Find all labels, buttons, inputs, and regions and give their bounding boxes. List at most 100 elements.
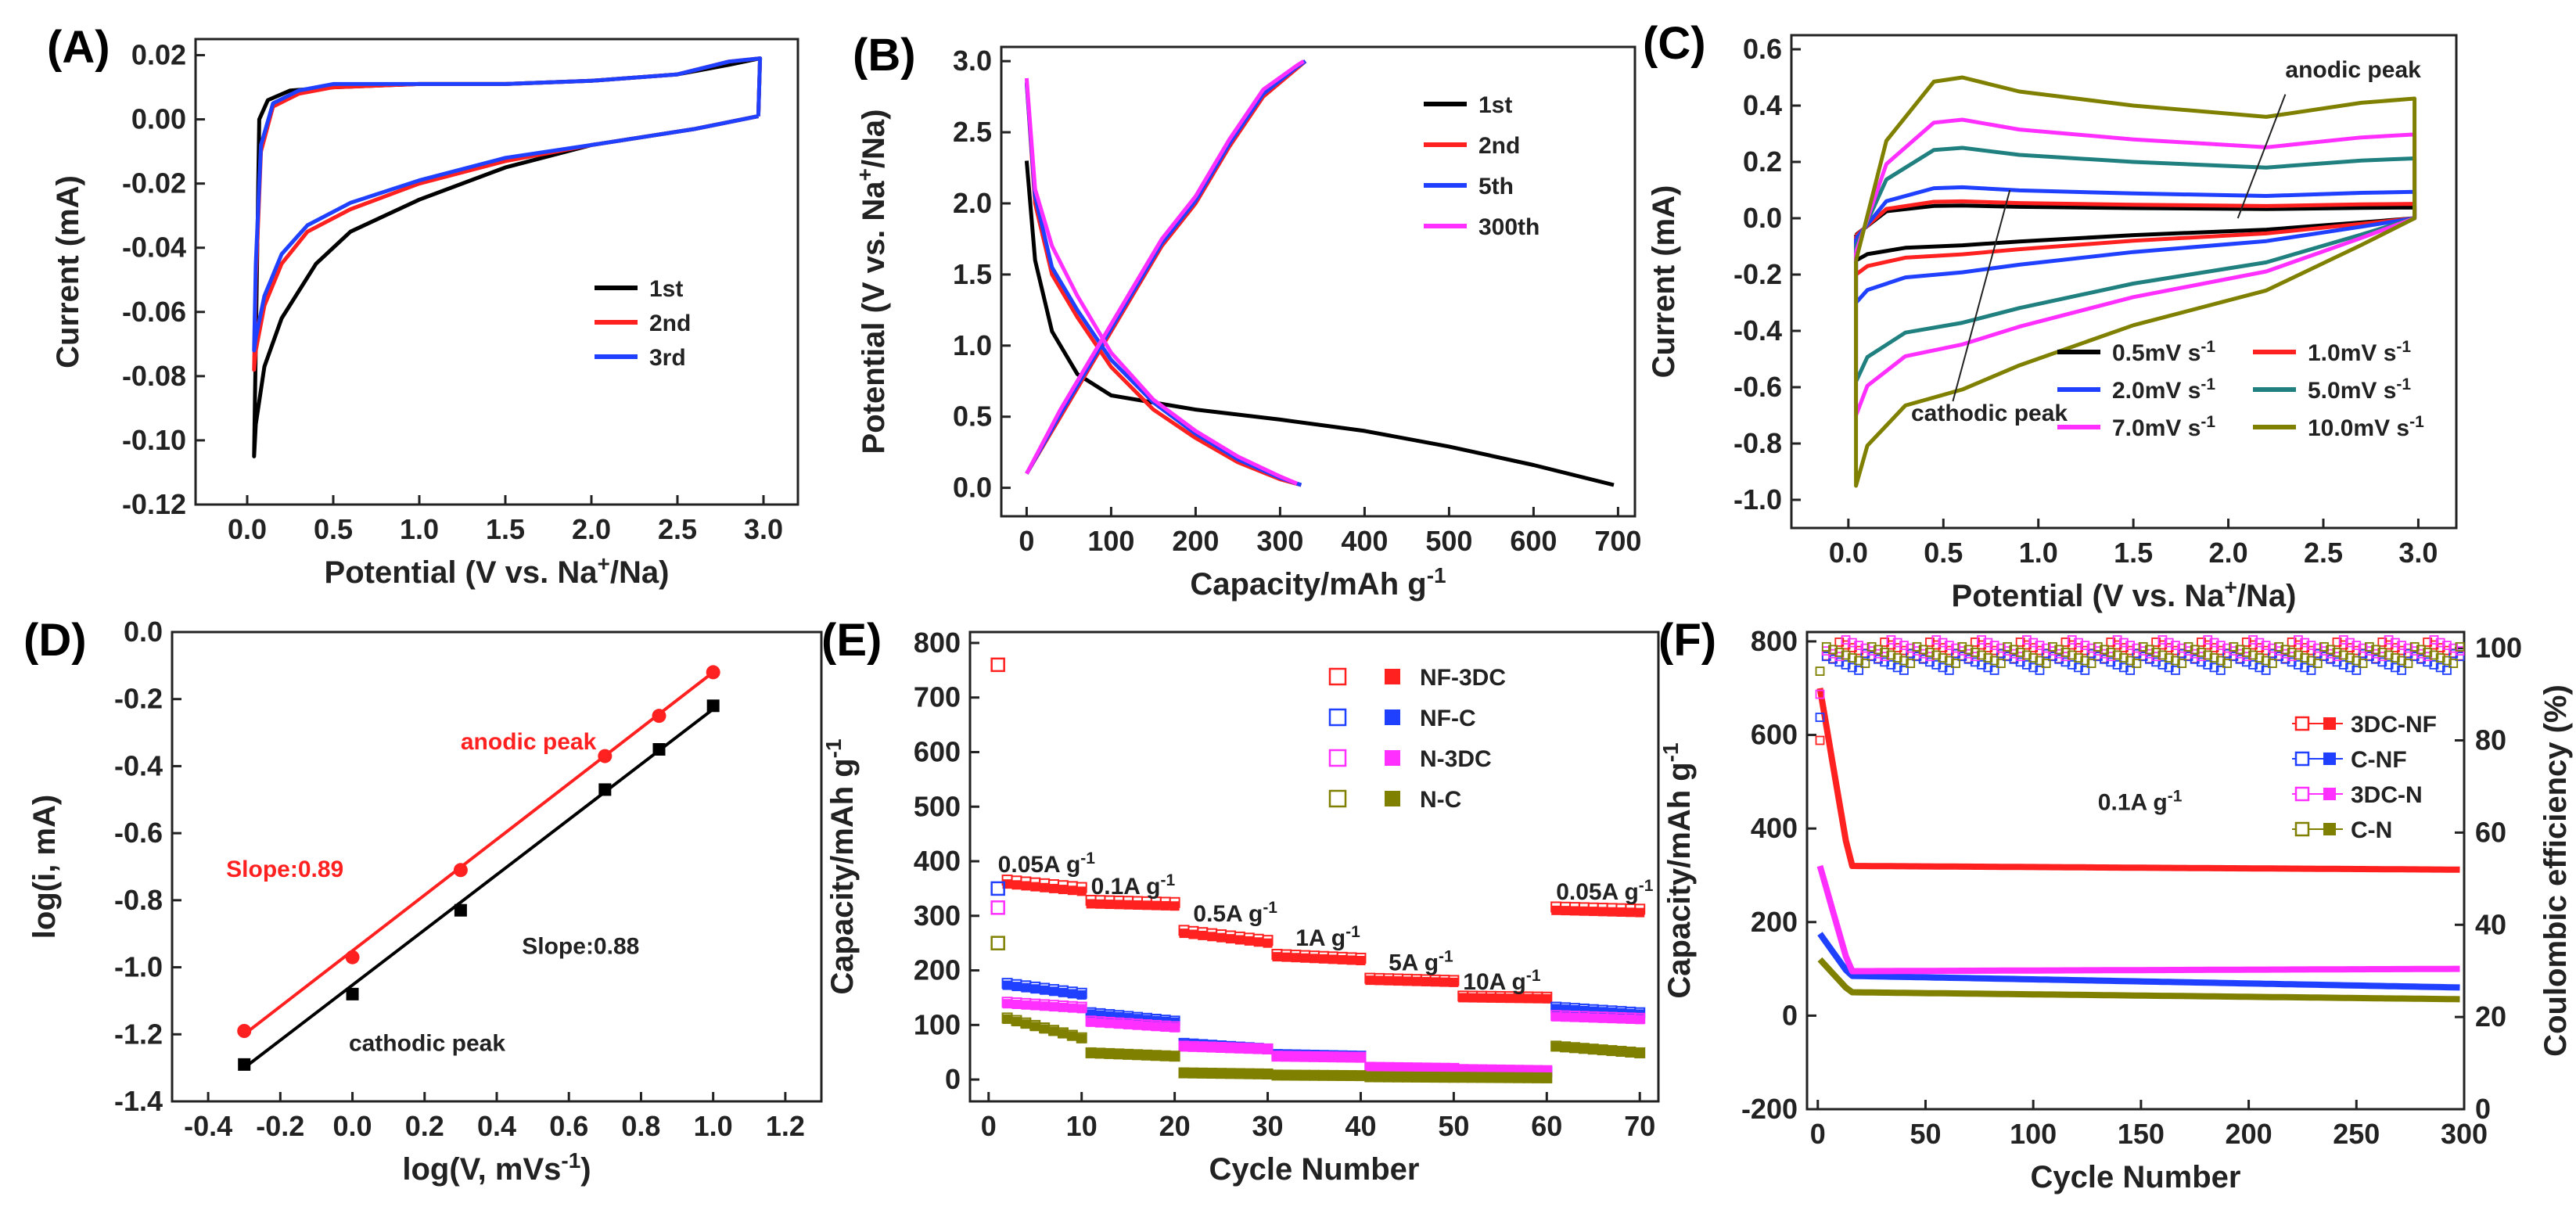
- data-point-anodic-peak: [706, 665, 720, 680]
- point-N-C: [1439, 1072, 1450, 1083]
- point-N-C: [1253, 1069, 1263, 1079]
- efficiency-point-C-NF: [1860, 648, 1870, 659]
- x-tick-label: 0.4: [477, 1110, 516, 1142]
- legend-5.0mV-s-1-label: 5.0mV s-1: [2308, 375, 2411, 404]
- slope-anodic-label: Slope:0.89: [226, 857, 343, 882]
- efficiency-point-3DC-N: [2074, 638, 2083, 648]
- y-axis-title: Current (mA): [1647, 185, 1681, 379]
- point-N-C: [1011, 1017, 1022, 1027]
- efficiency-point-C-N: [1873, 645, 1883, 655]
- x-tick-label: 70: [1624, 1110, 1655, 1142]
- efficiency-point-3DC-N: [2254, 638, 2265, 648]
- plot-frame: [968, 630, 1660, 1103]
- efficiency-point-C-NF: [2338, 659, 2348, 670]
- point-N-C: [1169, 1051, 1180, 1062]
- y2-tick-label: 20: [2475, 1000, 2506, 1033]
- efficiency-point-3DC-NF: [2423, 638, 2433, 647]
- efficiency-point-3DC-N: [2345, 638, 2355, 648]
- efficiency-point-3DC-N: [2171, 641, 2180, 650]
- efficiency-point-3DC-N: [2300, 638, 2310, 648]
- point-N-C: [1495, 1072, 1505, 1083]
- efficiency-point-3DC-N: [2429, 635, 2439, 645]
- legend-NF-C-open-marker: [1328, 708, 1347, 727]
- x-tick-label: -0.4: [184, 1110, 232, 1142]
- x-tick-label: 400: [1341, 525, 1388, 557]
- point-NF-3DC: [1588, 907, 1598, 917]
- y-tick-label: 800: [1751, 625, 1798, 657]
- efficiency-point-C-NF: [2100, 654, 2109, 664]
- efficiency-point-3DC-NF: [1886, 640, 1896, 650]
- point-N-C: [1532, 1072, 1543, 1083]
- efficiency-point-C-NF: [2403, 648, 2413, 659]
- x-tick-label: -0.2: [256, 1110, 304, 1142]
- point-NF-3DC: [1607, 907, 1617, 917]
- efficiency-point-3DC-N: [1989, 641, 1999, 650]
- efficiency-point-3DC-N: [1944, 641, 1954, 650]
- point-N-C: [1597, 1045, 1608, 1055]
- legend-N-C-open-marker: [1328, 789, 1347, 808]
- plot-frame: [1790, 34, 2458, 530]
- efficiency-point-C-N: [2442, 656, 2452, 666]
- point-NF-3DC: [1169, 896, 1180, 908]
- point-NF-3DC: [1030, 882, 1040, 892]
- efficiency-point-3DC-NF: [2112, 640, 2122, 650]
- efficiency-point-C-N: [2112, 650, 2122, 660]
- point-N-3DC: [1234, 1043, 1245, 1054]
- legend-7.0mV-s-1-label: 7.0mV s-1: [2112, 413, 2215, 442]
- point-NF-C: [1114, 1011, 1124, 1022]
- x-tick-label: 500: [1425, 525, 1472, 557]
- y-tick-label: 800: [914, 627, 961, 659]
- efficiency-point-3DC-N: [2403, 643, 2413, 653]
- point-N-3DC: [1281, 1051, 1292, 1061]
- efficiency-point-3DC-NF: [2338, 640, 2348, 650]
- point-N-3DC: [1076, 1004, 1087, 1014]
- panel-label: (E): [821, 615, 882, 666]
- efficiency-point-C-N: [2384, 650, 2394, 660]
- efficiency-point-C-N: [2435, 653, 2445, 663]
- efficiency-point-C-N: [2397, 656, 2407, 666]
- point-N-C: [1160, 1051, 1170, 1061]
- legend-NF-3DC-filled-marker: [1385, 669, 1400, 684]
- point-N-3DC: [1141, 1021, 1151, 1031]
- y-tick-label: 300: [914, 900, 961, 932]
- point-N-3DC: [1105, 1018, 1115, 1029]
- data-point-cathodic-peak: [238, 1058, 251, 1071]
- efficiency-point-3DC-N: [2080, 641, 2090, 650]
- efficiency-point-C-N: [2028, 653, 2039, 663]
- efficiency-point-C-N: [2118, 653, 2129, 663]
- point-N-C: [1123, 1050, 1134, 1060]
- efficiency-point-C-N: [2080, 656, 2090, 666]
- efficiency-point-C-NF: [1957, 652, 1967, 662]
- legend-NF-C-label: NF-C: [1420, 706, 1476, 731]
- point-N-C: [1468, 1072, 1478, 1083]
- efficiency-point-3DC-N: [2086, 643, 2096, 653]
- point-N-3DC: [1616, 1014, 1626, 1024]
- efficiency-point-3DC-N: [2435, 638, 2445, 648]
- x-tick-label: 1.5: [2114, 537, 2153, 569]
- discharge-curve-1st: [1024, 160, 1615, 487]
- point-NF-3DC: [1133, 900, 1143, 910]
- legend-3DC-NF-filled-marker: [2323, 717, 2336, 730]
- x-tick-label: 2.5: [658, 513, 697, 545]
- x-tick-label: 10: [1066, 1110, 1098, 1142]
- x-tick-label: 300: [2441, 1118, 2488, 1150]
- point-NF-3DC: [1067, 885, 1077, 896]
- x-tick-label: 250: [2333, 1118, 2380, 1150]
- efficiency-point-C-N: [2280, 645, 2290, 655]
- point-N-3DC: [1300, 1052, 1310, 1062]
- point-N-3DC: [1133, 1020, 1143, 1030]
- efficiency-point-3DC-NF: [2345, 643, 2355, 652]
- point-NF-3DC: [1253, 937, 1263, 947]
- efficiency-point-C-NF: [1996, 648, 2006, 659]
- y-tick-label: -0.4: [114, 749, 163, 781]
- data-point-anodic-peak: [453, 863, 468, 878]
- efficiency-point-3DC-N: [2022, 635, 2032, 645]
- y-tick-label: -0.2: [114, 683, 163, 715]
- efficiency-point-C-N: [2074, 653, 2083, 663]
- data-point-anodic-peak: [652, 709, 666, 724]
- point-N-C: [1328, 1070, 1338, 1080]
- efficiency-point-3DC-NF: [2287, 638, 2297, 647]
- point-N-C: [1207, 1069, 1217, 1079]
- legend-3DC-NF-label: 3DC-NF: [2351, 712, 2437, 738]
- panel-B: 0 100 200 300 400 500 600 700 0.0 0.5 1.0 1.5 2.0 2.5…: [853, 30, 1642, 602]
